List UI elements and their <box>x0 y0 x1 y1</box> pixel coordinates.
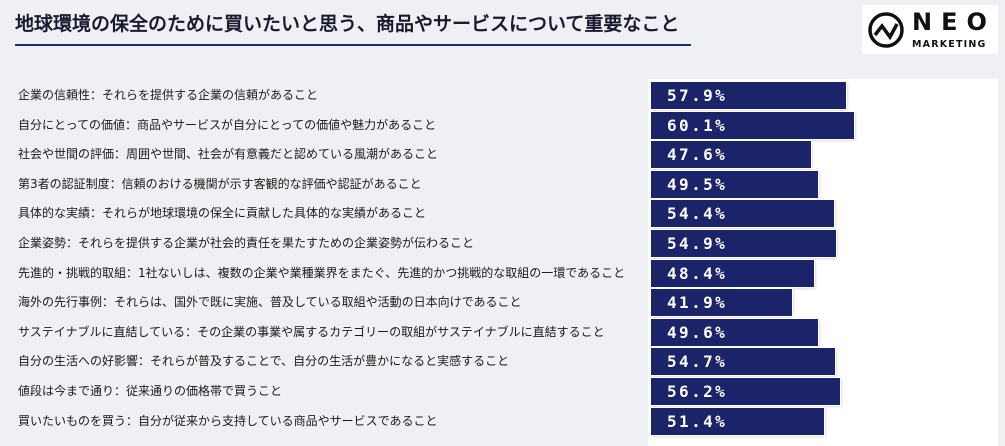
data-label: 54.9% <box>667 234 728 253</box>
bar <box>651 200 835 228</box>
bar <box>651 289 793 317</box>
bar <box>651 111 854 139</box>
bar <box>651 82 847 109</box>
bar <box>651 230 836 257</box>
data-label: 56.2% <box>667 382 728 401</box>
data-label: 57.9% <box>667 86 728 105</box>
category-label: 買いたいものを買う：自分が従来から支持している商品やサービスであること <box>18 413 438 428</box>
logo-subtitle: MARKETING <box>912 39 987 50</box>
data-label: 49.5% <box>667 174 728 194</box>
bar <box>651 348 836 376</box>
category-label: 企業の信頼性：それらを提供する企業の信頼があること <box>18 88 319 102</box>
data-label: 47.6% <box>667 145 728 165</box>
category-label: 自分にとっての価値：商品やサービスが自分にとっての価値や魅力があること <box>18 117 437 132</box>
logo: NEO MARKETING <box>862 5 998 54</box>
data-label: 54.7% <box>667 352 728 372</box>
category-label: 先進的・挑戦的取組：1社ないしは、複数の企業や業種業界をまたぐ、先進的かつ挑戦的… <box>18 265 626 280</box>
data-label: 48.4% <box>667 263 728 283</box>
category-label: 企業姿勢：それらを提供する企業が社会的責任を果たすための企業姿勢が伝わること <box>18 236 475 250</box>
data-label: 49.6% <box>667 322 728 342</box>
data-label: 51.4% <box>667 411 728 431</box>
chart-title: 地球環境の保全のために買いたいと思う、商品やサービスについて重要なこと <box>15 13 680 35</box>
category-label: 第3者の認証制度：信頼のおける機関が示す客観的な評価や認証があること <box>18 176 422 191</box>
bar <box>651 141 812 169</box>
neo-circle-zigzag-icon <box>868 12 904 48</box>
bar <box>651 318 819 346</box>
bar <box>651 259 815 287</box>
category-label: サステイナブルに直結している：その企業の事業や属するカテゴリーの取組がサステイナ… <box>18 324 605 339</box>
category-label: 値段は今まで通り：従来通りの価格帯で買うこと <box>18 384 283 398</box>
data-label: 54.4% <box>667 204 728 224</box>
bar <box>651 378 841 405</box>
category-label: 具体的な実績：それらが地球環境の保全に貢献した具体的な実績があること <box>18 206 427 221</box>
category-label: 社会や世間の評価：周囲や世間、社会が有意義だと認めている風潮があること <box>18 147 439 162</box>
category-label: 海外の先行事例：それらは、国外で既に実施、普及している取組や活動の日本向けである… <box>18 295 522 310</box>
data-label: 41.9% <box>667 293 728 313</box>
bar <box>651 170 818 198</box>
bar <box>651 407 825 435</box>
category-label: 自分の生活への好影響：それらが普及することで、自分の生活が豊かになると実感するこ… <box>18 354 510 369</box>
title-underline <box>15 44 691 46</box>
data-label: 60.1% <box>667 115 728 135</box>
logo-name: NEO <box>912 8 996 36</box>
